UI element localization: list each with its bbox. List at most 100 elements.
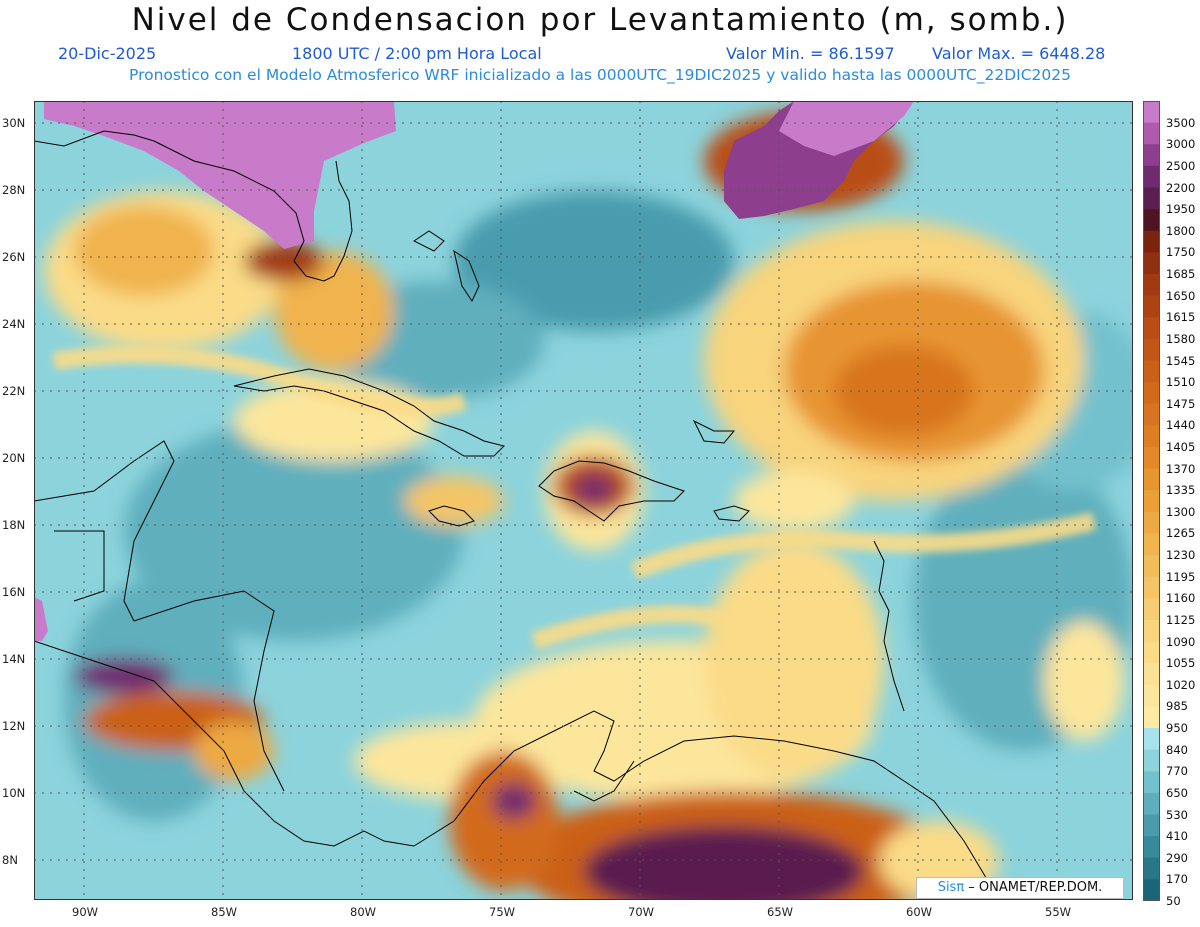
colorbar-swatch xyxy=(1143,533,1160,556)
colorbar-label: 1405 xyxy=(1166,439,1196,454)
colorbar-swatch xyxy=(1143,187,1160,210)
colorbar-label: 1265 xyxy=(1166,526,1196,541)
colorbar-label: 1300 xyxy=(1166,504,1196,519)
colorbar-label: 770 xyxy=(1166,764,1188,779)
colorbar-label: 1615 xyxy=(1166,310,1196,325)
colorbar-label: 3500 xyxy=(1166,115,1196,130)
colorbar-label: 950 xyxy=(1166,721,1188,735)
colorbar-label: 1125 xyxy=(1166,612,1196,627)
coastlines xyxy=(34,130,995,892)
colorbar-label: 50 xyxy=(1166,894,1181,908)
colorbar-swatch xyxy=(1143,273,1160,297)
colorbar-label: 2500 xyxy=(1166,158,1196,173)
colorbar-swatch xyxy=(1143,728,1160,751)
colorbar-label: 1800 xyxy=(1166,223,1196,238)
map-frame xyxy=(34,101,1133,900)
credit-brand: Sisπ xyxy=(937,880,965,895)
colorbar-swatch xyxy=(1143,403,1160,426)
map-title: Nivel de Condensacion por Levantamiento … xyxy=(131,2,1069,38)
colorbar-label: 1510 xyxy=(1166,375,1196,390)
colorbar-swatch xyxy=(1143,836,1160,859)
colorbar-swatch xyxy=(1143,641,1160,664)
colorbar-label: 410 xyxy=(1166,829,1188,844)
colorbar-swatch xyxy=(1143,425,1160,448)
colorbar-swatch xyxy=(1143,598,1160,621)
colorbar-label: 2200 xyxy=(1166,180,1196,195)
colorbar-label: 840 xyxy=(1166,742,1188,757)
colorbar-swatch xyxy=(1143,122,1160,145)
forecast-time: 1800 UTC / 2:00 pm Hora Local xyxy=(292,44,542,63)
forecast-date: 20-Dic-2025 xyxy=(58,44,157,63)
lon-label-60w: 60W xyxy=(906,905,933,919)
value-max: Valor Max. = 6448.28 xyxy=(932,44,1106,63)
colorbar-label: 1160 xyxy=(1166,591,1196,606)
colorbar-swatch xyxy=(1143,511,1160,534)
lat-label-8n: 8N xyxy=(2,853,18,867)
colorbar-swatch xyxy=(1143,252,1160,275)
forecast-note: Pronostico con el Modelo Atmosferico WRF… xyxy=(129,66,1071,84)
colorbar-swatch xyxy=(1143,101,1160,124)
colorbar-swatch xyxy=(1143,490,1160,513)
colorbar-swatch xyxy=(1143,814,1160,837)
lon-label-90w: 90W xyxy=(72,905,99,919)
lon-label-55w: 55W xyxy=(1045,905,1072,919)
colorbar-swatch xyxy=(1143,338,1160,361)
colorbar-label: 1475 xyxy=(1166,396,1196,411)
credit-org: – ONAMET/REP.DOM. xyxy=(964,880,1103,895)
colorbar-label: 1685 xyxy=(1166,267,1196,281)
colorbar-swatch xyxy=(1143,230,1160,253)
colorbar-swatch xyxy=(1143,295,1160,318)
colorbar-swatch xyxy=(1143,771,1160,794)
colorbar-swatch xyxy=(1143,165,1160,188)
lat-label-12n: 12N xyxy=(2,719,26,733)
colorbar-label: 1750 xyxy=(1166,245,1196,260)
lat-label-10n: 10N xyxy=(2,786,26,800)
lon-label-80w: 80W xyxy=(350,905,377,919)
colorbar-swatch xyxy=(1143,576,1160,599)
graticule xyxy=(34,101,1133,900)
colorbar xyxy=(1143,101,1160,901)
colorbar-label: 1020 xyxy=(1166,677,1196,692)
colorbar-swatch xyxy=(1143,555,1160,578)
colorbar-swatch xyxy=(1143,209,1160,232)
colorbar-label: 1545 xyxy=(1166,353,1196,368)
colorbar-swatch xyxy=(1143,663,1160,686)
lcl-map xyxy=(34,101,1133,900)
colorbar-label: 1950 xyxy=(1166,202,1196,217)
lat-label-14n: 14N xyxy=(2,652,26,666)
colorbar-swatch xyxy=(1143,317,1160,340)
lat-label-22n: 22N xyxy=(2,384,26,398)
colorbar-label: 170 xyxy=(1166,872,1188,887)
lcl-field xyxy=(44,111,1133,900)
us-southeast-region xyxy=(44,101,396,249)
colorbar-swatch xyxy=(1143,144,1160,167)
colorbar-label: 1370 xyxy=(1166,461,1196,476)
lon-label-85w: 85W xyxy=(211,905,238,919)
colorbar-swatch xyxy=(1143,857,1160,880)
colorbar-label: 1440 xyxy=(1166,418,1196,433)
lat-label-16n: 16N xyxy=(2,585,26,599)
colorbar-label: 290 xyxy=(1166,850,1188,865)
colorbar-label: 1195 xyxy=(1166,569,1196,584)
value-min: Valor Min. = 86.1597 xyxy=(726,44,895,63)
credit-box: Sisπ – ONAMET/REP.DOM. xyxy=(916,877,1124,899)
lon-label-65w: 65W xyxy=(767,905,794,919)
colorbar-swatch xyxy=(1143,468,1160,491)
colorbar-swatch xyxy=(1143,684,1160,707)
lat-label-24n: 24N xyxy=(2,317,26,331)
colorbar-swatch xyxy=(1143,446,1160,470)
lat-label-30n: 30N xyxy=(2,116,26,130)
colorbar-swatch xyxy=(1143,706,1160,729)
lat-label-26n: 26N xyxy=(2,250,26,264)
colorbar-label: 3000 xyxy=(1166,137,1196,152)
colorbar-swatch xyxy=(1143,879,1160,901)
colorbar-swatch xyxy=(1143,749,1160,772)
colorbar-frame xyxy=(1143,101,1160,901)
colorbar-label: 1090 xyxy=(1166,634,1196,649)
colorbar-label: 1335 xyxy=(1166,483,1196,498)
lat-label-18n: 18N xyxy=(2,518,26,532)
colorbar-swatch xyxy=(1143,382,1160,405)
colorbar-label: 1055 xyxy=(1166,656,1196,671)
lon-label-70w: 70W xyxy=(628,905,655,919)
colorbar-swatch xyxy=(1143,360,1160,383)
